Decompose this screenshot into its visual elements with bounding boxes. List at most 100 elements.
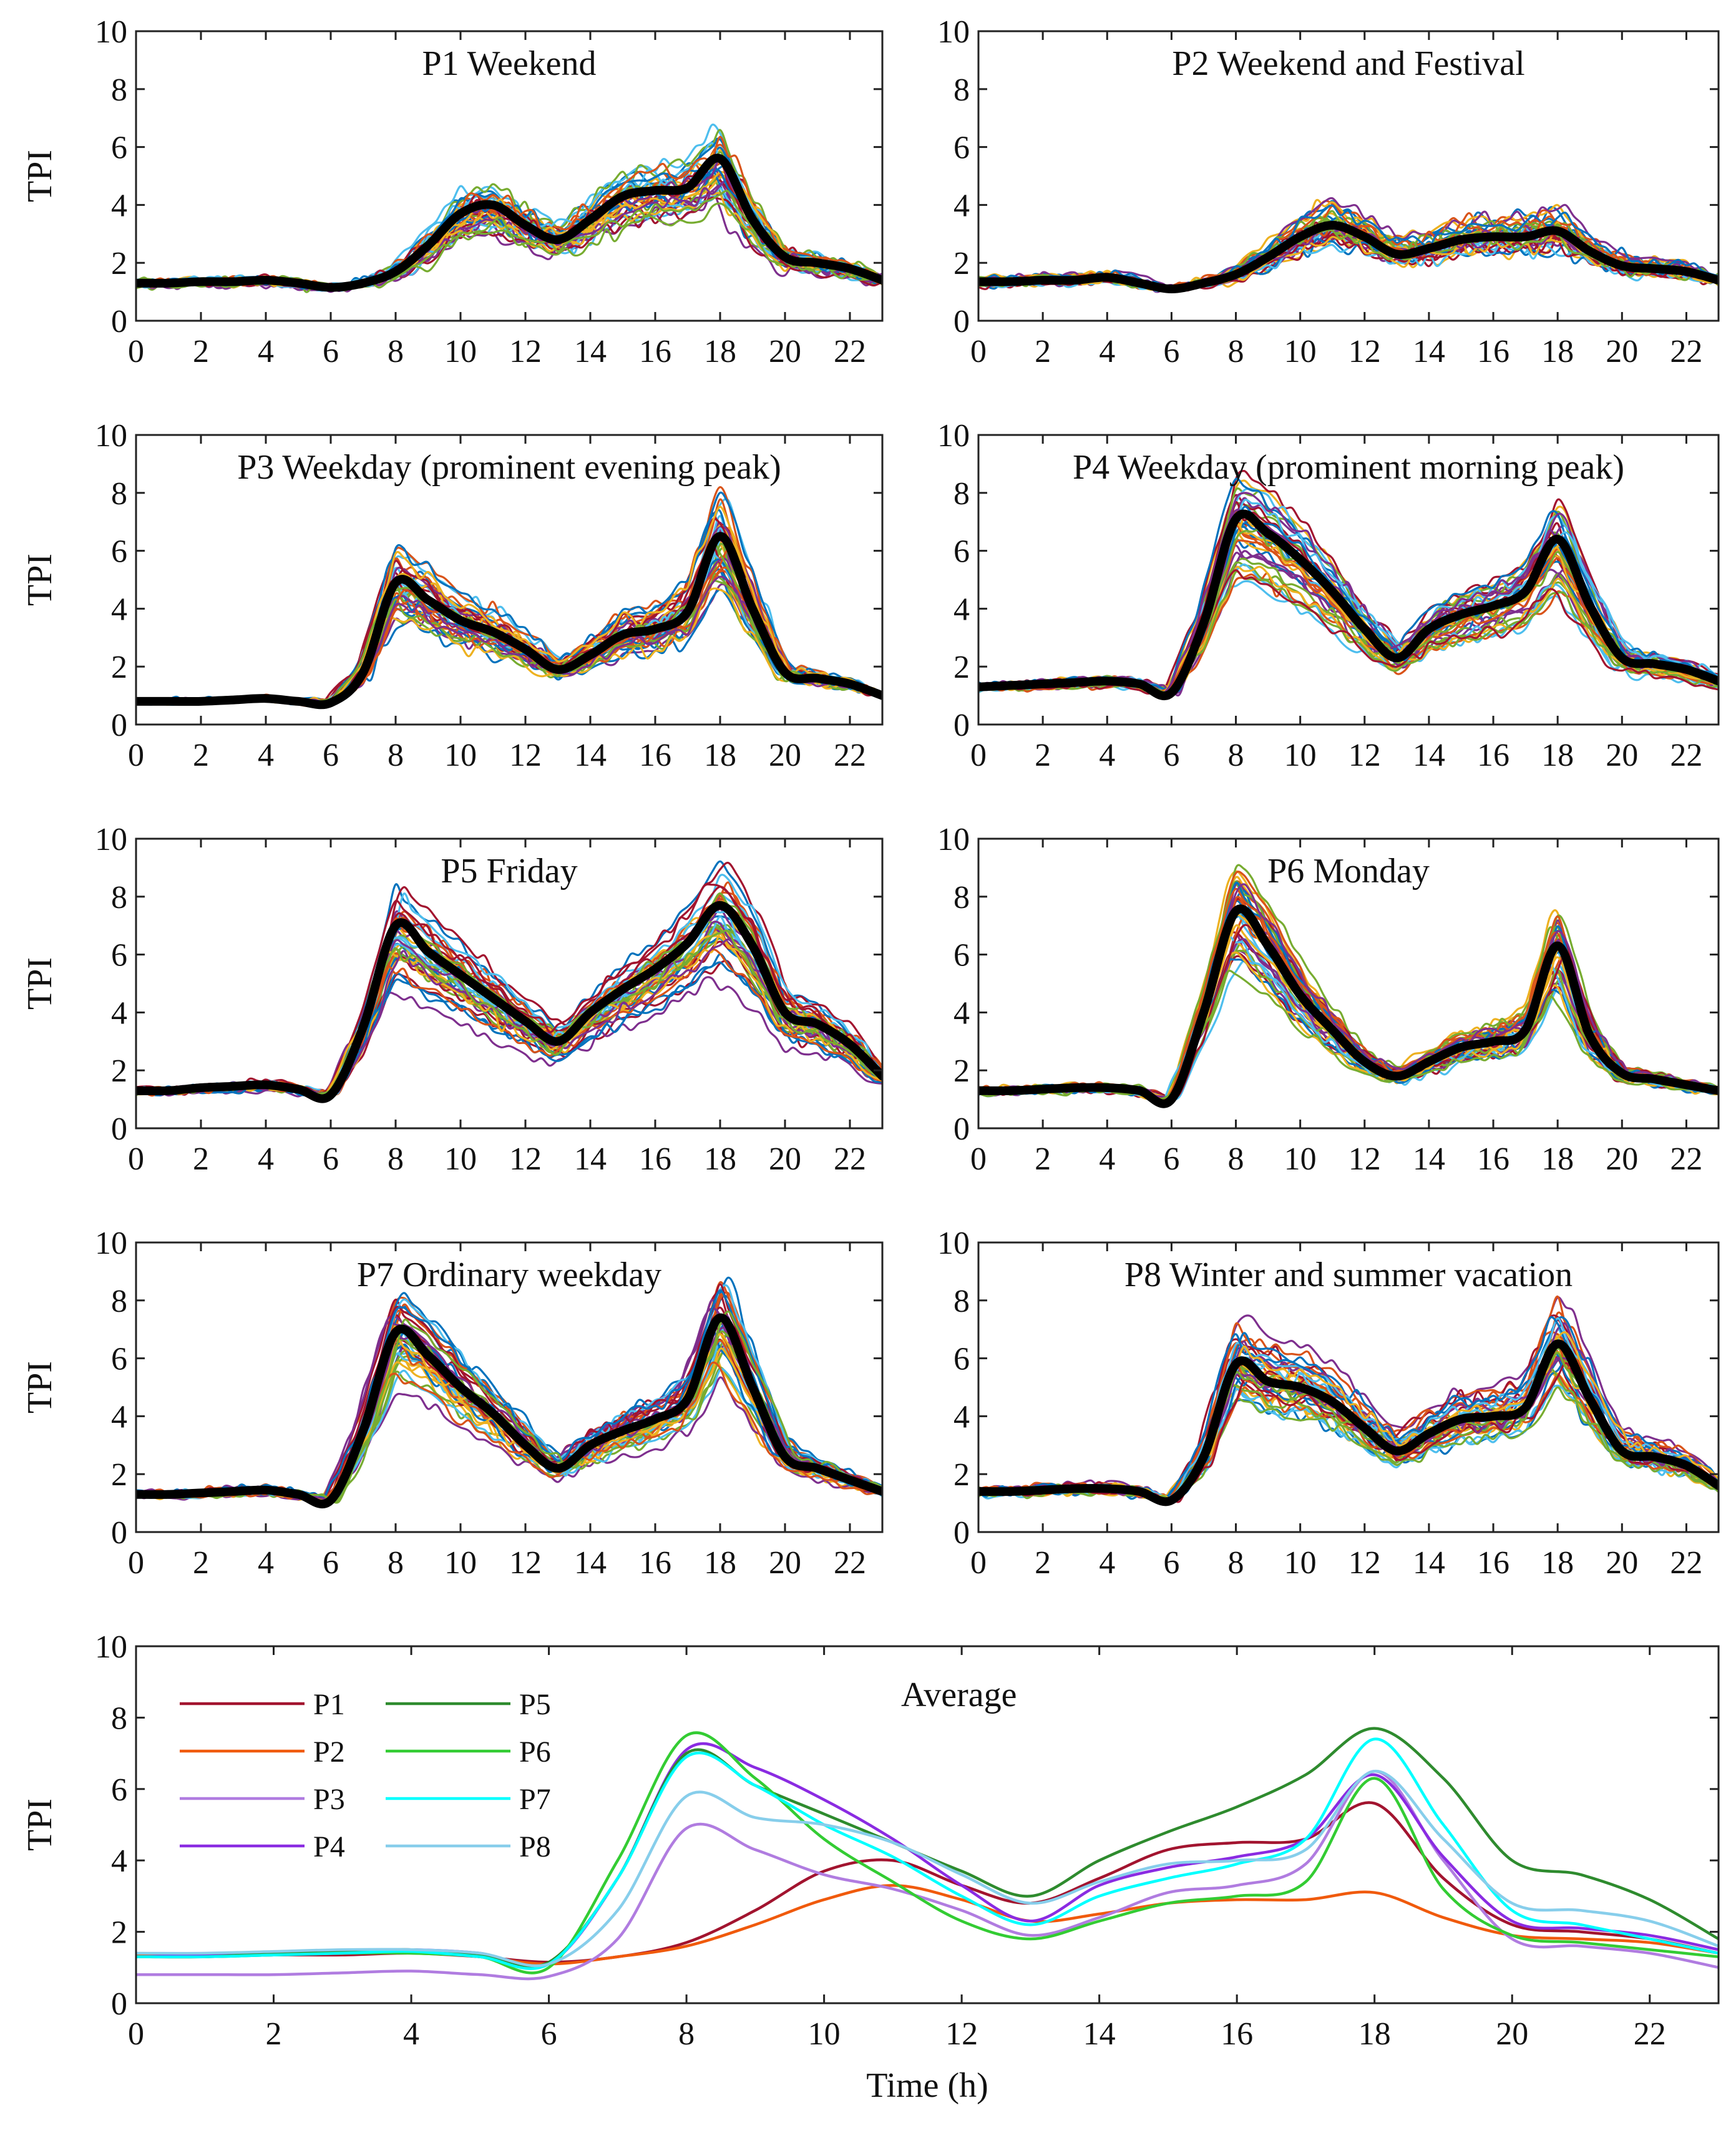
y-tick-label: 8 [111, 1284, 127, 1319]
x-tick-label: 6 [1163, 1141, 1179, 1177]
legend-label-p3: P3 [313, 1783, 345, 1816]
x-tick-label: 2 [1035, 1545, 1051, 1581]
x-tick-label: 10 [1284, 1141, 1317, 1177]
y-tick-label: 0 [953, 304, 970, 339]
x-tick-label: 22 [834, 1545, 866, 1581]
x-tick-label: 8 [388, 1141, 404, 1177]
sample-series-line [978, 951, 1719, 1098]
x-tick-label: 0 [128, 738, 144, 773]
x-tick-label: 22 [1670, 1545, 1702, 1581]
y-axis-label: TPI [21, 957, 59, 1010]
x-tick-label: 2 [1035, 1141, 1051, 1177]
x-tick-label: 22 [1670, 738, 1702, 773]
x-tick-label: 10 [444, 334, 477, 369]
x-tick-label: 0 [970, 1545, 987, 1581]
x-tick-label: 2 [193, 1141, 209, 1177]
y-tick-label: 6 [953, 534, 970, 570]
x-tick-label: 6 [1163, 334, 1179, 369]
x-tick-label: 16 [1477, 738, 1509, 773]
legend-label-p6: P6 [519, 1735, 551, 1769]
x-tick-label: 22 [834, 334, 866, 369]
x-tick-label: 2 [193, 334, 209, 369]
y-tick-label: 6 [953, 938, 970, 974]
x-tick-label: 4 [1099, 1141, 1115, 1177]
x-tick-label: 16 [1477, 334, 1509, 369]
x-tick-label: 0 [128, 2016, 144, 2052]
y-tick-label: 10 [937, 1226, 970, 1261]
x-tick-label: 4 [1099, 738, 1115, 773]
chart-title: P7 Ordinary weekday [357, 1256, 661, 1294]
x-tick-label: 20 [769, 1545, 801, 1581]
x-tick-label: 10 [444, 1545, 477, 1581]
y-tick-label: 4 [111, 1399, 127, 1435]
x-tick-label: 14 [574, 738, 607, 773]
sample-series-line [136, 507, 882, 706]
y-tick-label: 0 [111, 1111, 127, 1147]
plot-area [978, 198, 1719, 291]
x-tick-label: 6 [323, 1545, 339, 1581]
x-axis-label: Time (h) [866, 2066, 988, 2105]
y-axis-label: TPI [21, 1361, 59, 1413]
y-tick-label: 4 [111, 188, 127, 223]
x-tick-label: 10 [808, 2016, 841, 2052]
sample-series-line [978, 939, 1719, 1100]
x-tick-label: 8 [1228, 1141, 1244, 1177]
x-tick-label: 14 [574, 334, 607, 369]
x-tick-label: 18 [704, 1141, 736, 1177]
y-tick-label: 6 [953, 1342, 970, 1377]
y-axis-label: TPI [21, 554, 59, 606]
x-tick-label: 6 [1163, 1545, 1179, 1581]
sample-series-line [136, 1277, 882, 1497]
x-tick-label: 18 [1358, 2016, 1391, 2052]
x-tick-label: 12 [509, 738, 542, 773]
y-tick-label: 2 [111, 1457, 127, 1493]
legend-label-p7: P7 [519, 1783, 551, 1816]
sample-series-line [136, 492, 882, 706]
chart-title: Average [901, 1676, 1017, 1714]
y-tick-label: 4 [111, 995, 127, 1031]
x-tick-label: 20 [1606, 1545, 1638, 1581]
x-tick-label: 4 [258, 738, 274, 773]
plot-area [136, 861, 882, 1099]
y-tick-label: 0 [111, 708, 127, 743]
x-tick-label: 4 [258, 334, 274, 369]
x-tick-label: 10 [1284, 1545, 1317, 1581]
x-tick-label: 8 [388, 334, 404, 369]
x-tick-label: 0 [970, 738, 987, 773]
y-tick-label: 2 [953, 650, 970, 685]
plot-area [136, 125, 882, 292]
y-tick-label: 8 [111, 1701, 127, 1736]
x-tick-label: 8 [1228, 738, 1244, 773]
y-tick-label: 6 [953, 130, 970, 166]
sample-series-line [136, 157, 882, 290]
chart-title: P8 Winter and summer vacation [1124, 1256, 1573, 1294]
y-tick-label: 10 [95, 418, 127, 454]
series-line-p5 [136, 1729, 1719, 1967]
x-tick-label: 14 [1413, 334, 1445, 369]
sample-series-line [136, 1285, 882, 1498]
plot-area [136, 1277, 882, 1504]
legend-label-p5: P5 [519, 1688, 551, 1721]
y-tick-label: 6 [111, 1342, 127, 1377]
y-tick-label: 0 [953, 1111, 970, 1147]
y-tick-label: 6 [111, 1772, 127, 1808]
x-tick-label: 22 [834, 1141, 866, 1177]
x-tick-label: 0 [970, 334, 987, 369]
x-tick-label: 12 [945, 2016, 978, 2052]
x-tick-label: 16 [639, 334, 671, 369]
x-tick-label: 12 [1348, 334, 1381, 369]
x-tick-label: 18 [704, 1545, 736, 1581]
y-tick-label: 8 [111, 72, 127, 108]
legend-label-p4: P4 [313, 1830, 345, 1863]
x-tick-label: 6 [1163, 738, 1179, 773]
x-tick-label: 6 [323, 334, 339, 369]
sample-series-line [978, 953, 1719, 1098]
sample-series-line [136, 513, 882, 705]
sample-series-line [978, 939, 1719, 1099]
y-tick-label: 6 [111, 534, 127, 570]
y-tick-label: 6 [111, 938, 127, 974]
x-tick-label: 16 [1221, 2016, 1253, 2052]
